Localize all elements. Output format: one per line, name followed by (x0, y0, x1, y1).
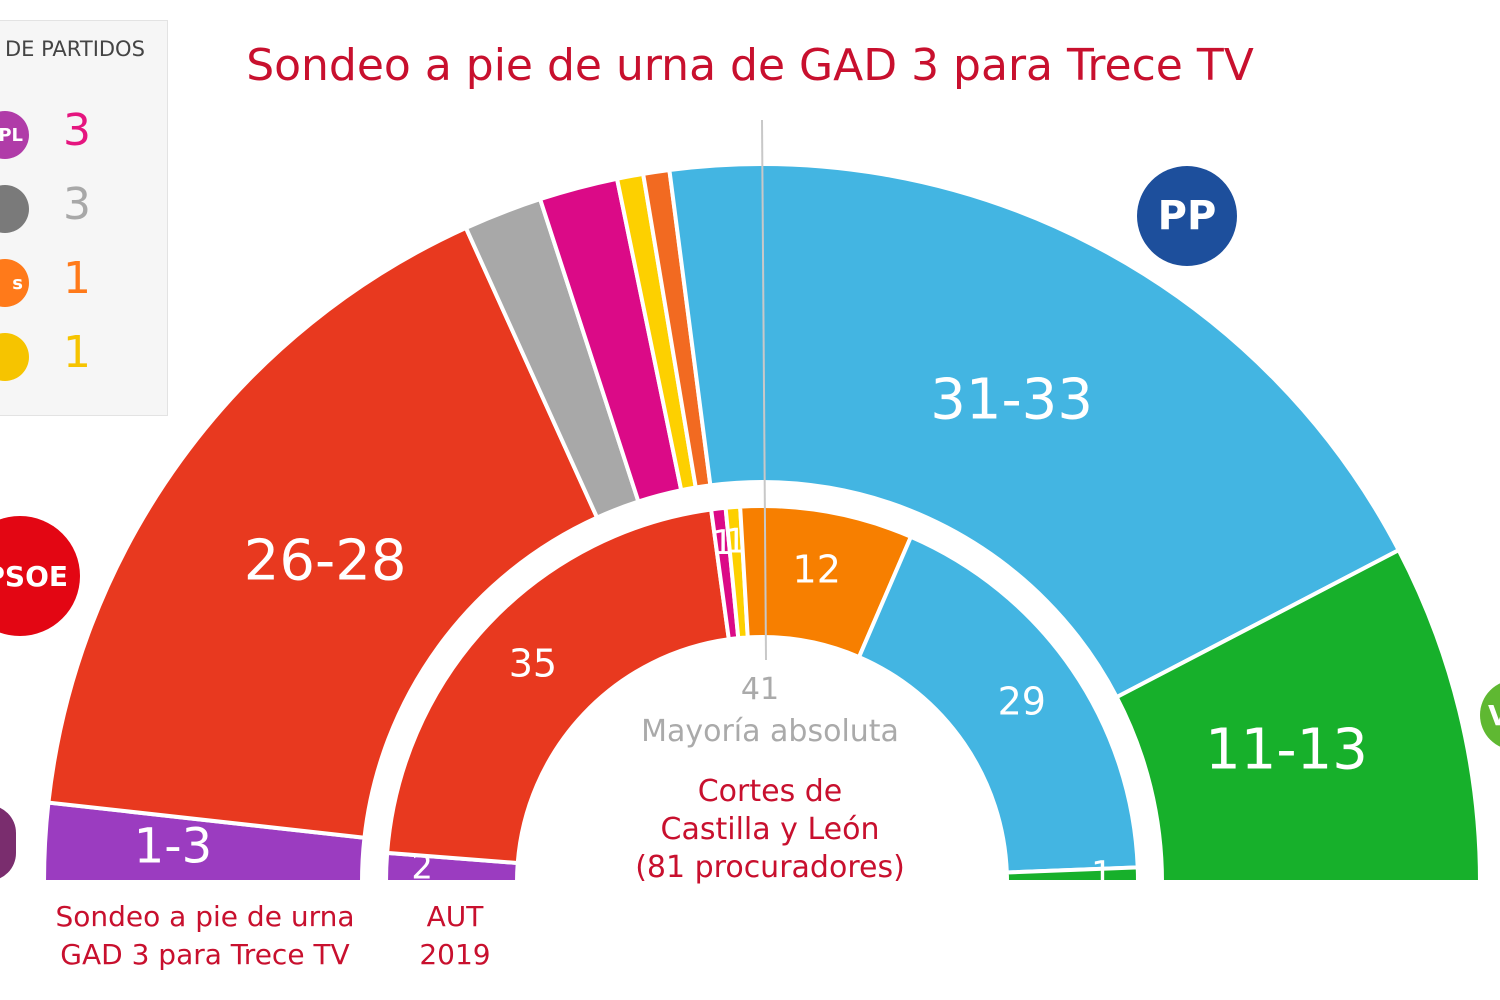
data-label: 26-28 (244, 529, 407, 594)
party-logo-text: s (12, 272, 23, 294)
center-caption-1: Cortes de (697, 774, 843, 809)
arc-segment (856, 534, 1140, 875)
data-label: 12 (793, 547, 841, 591)
legend-value: 3 (63, 105, 91, 156)
arc-segment (667, 162, 1402, 700)
data-label: 1 (1091, 854, 1113, 894)
legend: DE PARTIDOS PL 3 3 s 1 1 (0, 20, 168, 416)
legend-value: 1 (63, 253, 91, 304)
data-label: 11-13 (1205, 718, 1368, 783)
center-caption-2: Castilla y León (660, 812, 880, 847)
pp-logo: PP (1137, 166, 1237, 266)
inner-caption-2: 2019 (419, 938, 491, 971)
vox-logo-text: V (1488, 698, 1500, 732)
arc-segment (46, 225, 600, 840)
majority-value: 41 (740, 672, 780, 707)
party-logo-text: PL (0, 124, 23, 146)
outer-ring: 1-3 26-28 31-33 11-13 (41, 162, 1483, 884)
party-logo-icon: s (0, 259, 29, 307)
data-label: 31-33 (930, 367, 1093, 432)
legend-item: 1 (0, 327, 167, 393)
data-label: 1-3 (134, 818, 212, 874)
legend-value: 1 (63, 327, 91, 378)
outer-caption-2: GAD 3 para Trece TV (60, 938, 350, 971)
data-label: 35 (509, 641, 557, 685)
chart-title: Sondeo a pie de urna de GAD 3 para Trece… (246, 40, 1254, 91)
data-label: 29 (998, 679, 1046, 723)
legend-title: DE PARTIDOS (5, 37, 145, 61)
majority-line (761, 119, 767, 661)
legend-value: 3 (63, 179, 91, 230)
legend-item: 3 (0, 179, 167, 245)
arc-segment (1114, 547, 1483, 884)
party-logo-icon (0, 333, 29, 381)
inner-caption-1: AUT (426, 900, 484, 933)
party-logo-icon: PL (0, 111, 29, 159)
legend-item: PL 3 (0, 105, 167, 171)
arc-segment (1004, 865, 1141, 884)
podemos-logo (0, 805, 16, 881)
majority-label: Mayoría absoluta (641, 714, 899, 749)
pp-logo-text: PP (1157, 193, 1217, 239)
party-logo-icon (0, 185, 29, 233)
vox-logo: V (1480, 680, 1500, 750)
arc-segment (384, 507, 732, 866)
center-caption-3: (81 procuradores) (635, 850, 905, 885)
outer-caption-1: Sondeo a pie de urna (55, 900, 355, 933)
